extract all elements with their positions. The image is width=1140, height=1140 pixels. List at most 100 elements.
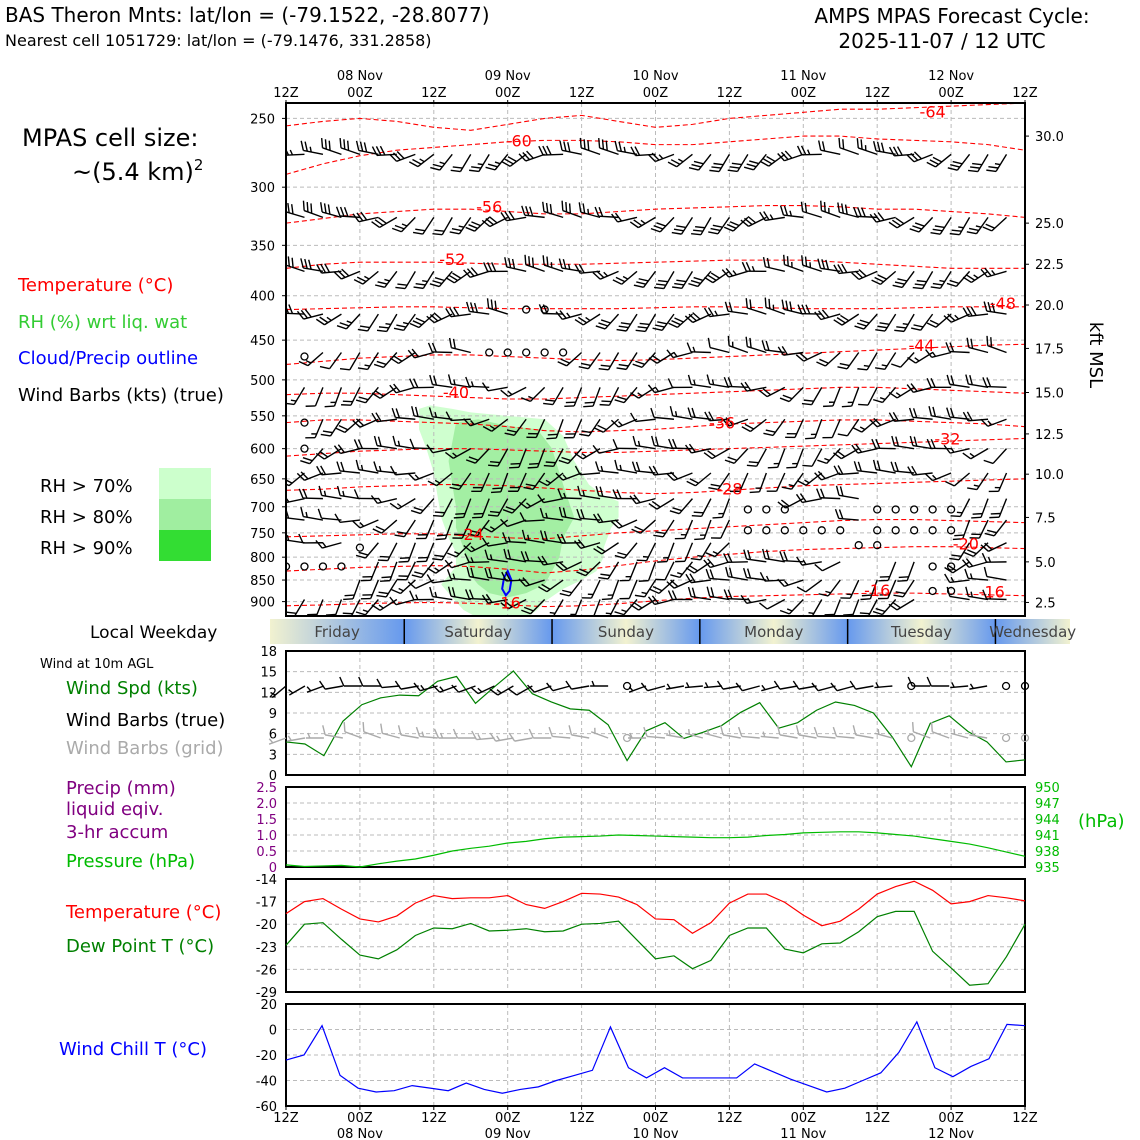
wind-barb xyxy=(469,153,490,173)
wind-barb xyxy=(594,418,620,433)
barb-full-feather xyxy=(452,272,462,279)
barb-full-feather xyxy=(338,425,349,431)
barb-full-feather xyxy=(528,728,534,739)
barb-full-feather xyxy=(320,202,323,213)
barb-half-feather xyxy=(323,490,327,497)
barb-full-feather xyxy=(704,411,711,421)
barb-full-feather xyxy=(357,367,368,371)
barb-shaft xyxy=(953,472,971,487)
grid-wind-barb xyxy=(930,721,950,739)
wind-barb xyxy=(684,443,712,454)
barb-full-feather xyxy=(727,553,733,563)
top-hour-label: 12Z xyxy=(717,86,743,101)
barb-half-feather xyxy=(956,511,963,514)
barb-full-feather xyxy=(504,432,515,436)
wind-barb xyxy=(449,216,472,235)
barb-full-feather xyxy=(521,529,526,540)
wind-barb xyxy=(360,561,380,582)
wind-barb xyxy=(448,337,471,354)
wind-barb xyxy=(463,267,490,278)
barb-shaft xyxy=(590,731,609,739)
calm-circle xyxy=(1020,681,1030,691)
wind-panel-frame xyxy=(285,650,1026,776)
barb-shaft xyxy=(413,447,434,450)
wind-barb xyxy=(445,270,472,284)
wind-barb xyxy=(543,448,564,467)
barb-full-feather xyxy=(488,216,498,224)
wind-barb xyxy=(616,352,638,371)
wind-barb xyxy=(982,589,1007,601)
barb-full-feather xyxy=(692,312,701,320)
wind-barb xyxy=(833,263,859,275)
barb-half-feather xyxy=(305,359,312,364)
barb-full-feather xyxy=(377,436,382,447)
wind-barb xyxy=(894,313,915,333)
temperature-contour-label: -48 xyxy=(990,294,1016,313)
barb-shaft xyxy=(685,732,704,739)
barb-full-feather xyxy=(814,563,823,572)
wind-barb xyxy=(707,337,730,354)
barb-shaft xyxy=(435,561,453,574)
barb-shaft xyxy=(617,468,638,474)
barb-shaft xyxy=(766,598,786,610)
calm-circle xyxy=(780,505,789,514)
barb-shaft xyxy=(741,735,760,739)
barb-full-feather xyxy=(359,141,364,152)
barb-full-feather xyxy=(873,417,882,426)
wind-barb xyxy=(743,153,767,171)
wind-barb xyxy=(352,211,379,223)
barb-shaft xyxy=(524,214,545,219)
wind-barb xyxy=(875,352,897,371)
wind-barb xyxy=(518,150,545,162)
wind-barb xyxy=(407,348,434,359)
calm-circle xyxy=(540,348,549,357)
temperature-contour xyxy=(286,386,1025,400)
weekday-cell xyxy=(847,619,996,644)
wind-barb xyxy=(357,352,379,371)
wind-barb xyxy=(685,573,712,584)
barb-full-feather xyxy=(841,405,852,408)
barb-full-feather xyxy=(465,301,471,312)
barb-full-feather xyxy=(858,269,867,277)
barb-full-feather xyxy=(634,594,645,598)
barb-full-feather xyxy=(673,228,684,232)
barb-full-feather xyxy=(742,567,748,578)
barb-full-feather xyxy=(455,512,466,515)
barb-full-feather xyxy=(688,282,699,288)
barb-full-feather xyxy=(759,160,770,167)
barb-full-feather xyxy=(411,574,422,579)
wind-barb xyxy=(286,386,306,406)
barb-shaft xyxy=(851,387,860,407)
wind-barb xyxy=(315,448,342,460)
barb-half-feather xyxy=(975,225,982,228)
barb-full-feather xyxy=(735,682,743,692)
barb-full-feather xyxy=(782,394,793,400)
barb-full-feather xyxy=(614,459,619,470)
wind-barb xyxy=(742,567,767,581)
wind-barb xyxy=(336,461,360,474)
barb-full-feather xyxy=(319,680,326,690)
barb-shaft xyxy=(607,561,620,580)
wind-barb xyxy=(926,378,952,389)
barb-full-feather xyxy=(853,206,858,217)
barb-full-feather xyxy=(875,607,886,613)
temperature-contour xyxy=(286,205,1025,224)
calm-circle xyxy=(910,505,919,514)
wind-barb xyxy=(629,598,656,611)
bottom-date-label: 09 Nov xyxy=(485,1127,531,1140)
wind-barb xyxy=(450,153,472,173)
barb-full-feather xyxy=(281,508,286,517)
barb-full-feather xyxy=(897,278,908,282)
barb-full-feather xyxy=(763,211,770,221)
barb-full-feather xyxy=(508,257,512,268)
barb-shaft xyxy=(588,418,601,437)
wind-barb xyxy=(687,407,712,420)
barb-full-feather xyxy=(892,411,899,422)
barb-half-feather xyxy=(761,684,766,691)
barb-shaft xyxy=(932,731,950,739)
true-wind-barb xyxy=(339,676,362,687)
barb-half-feather xyxy=(563,492,567,499)
barb-full-feather xyxy=(409,438,415,449)
barb-full-feather xyxy=(447,586,452,597)
barb-half-feather xyxy=(677,572,683,575)
